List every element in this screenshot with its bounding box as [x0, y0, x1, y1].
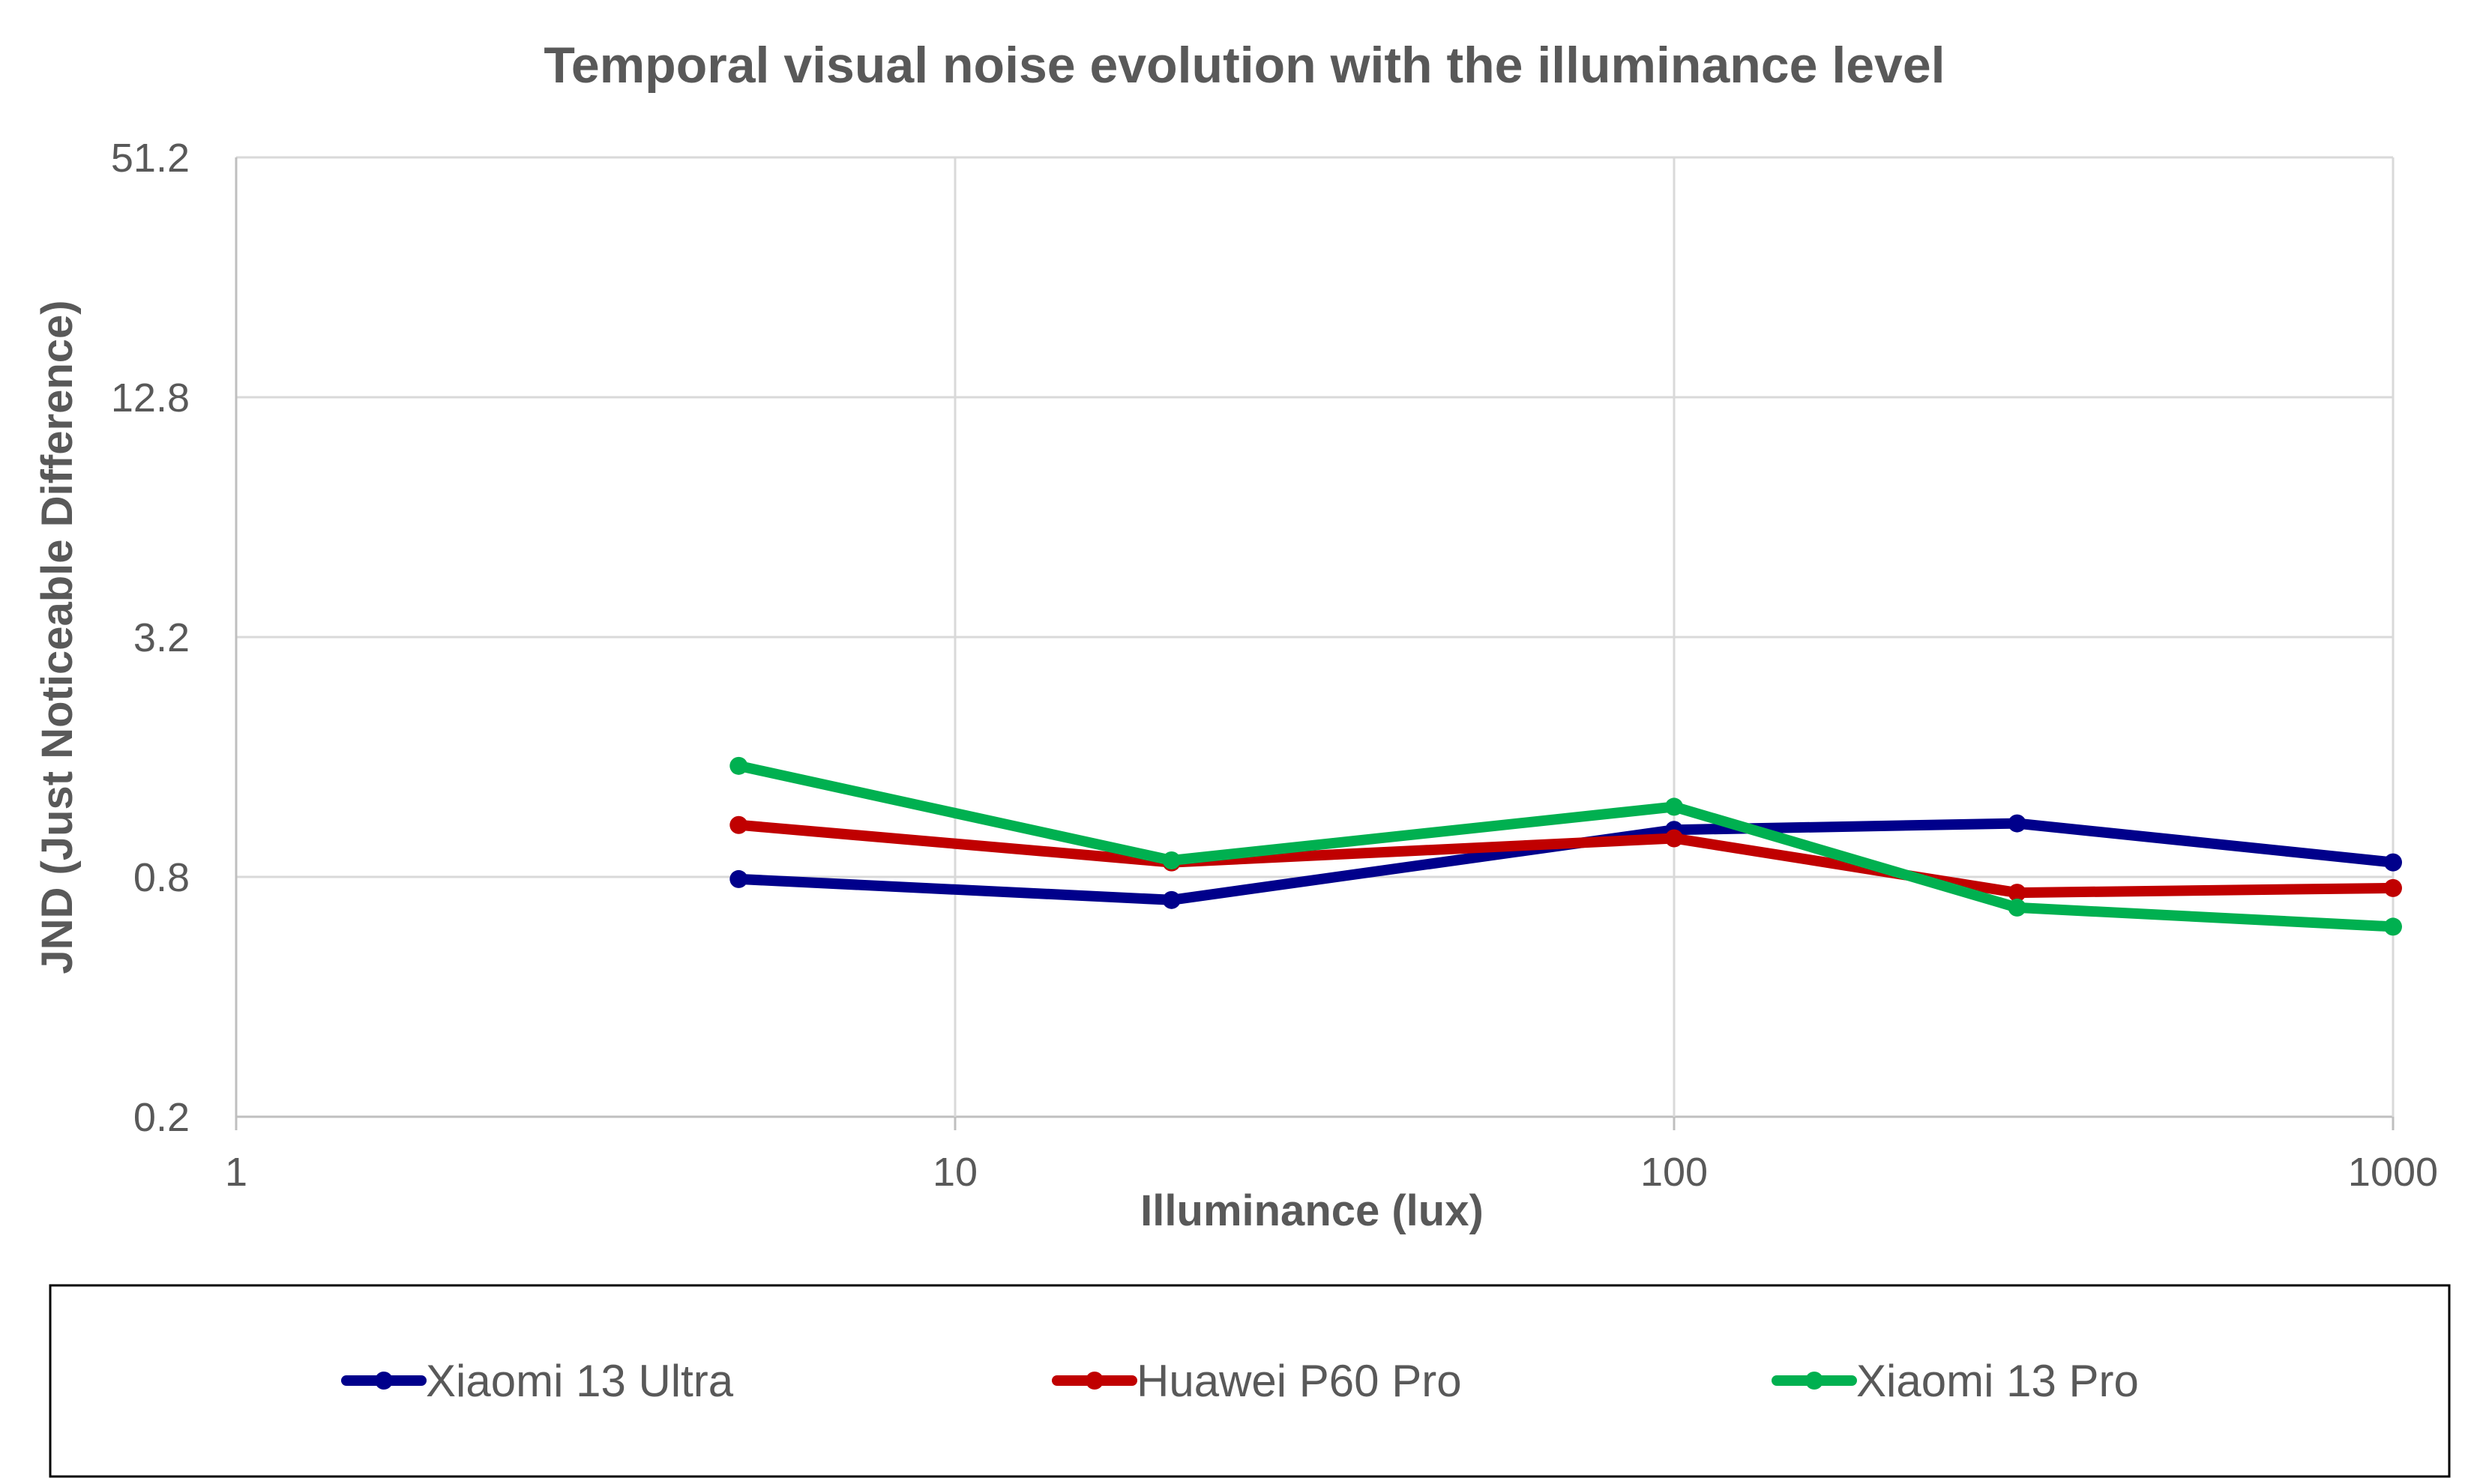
- data-point: [2008, 898, 2026, 917]
- data-point: [1162, 890, 1181, 909]
- data-point: [2384, 853, 2402, 872]
- x-tick-label: 100: [1640, 1150, 1708, 1195]
- y-tick-label: 51.2: [111, 136, 190, 181]
- legend-item: Xiaomi 13 Pro: [1772, 1356, 2139, 1406]
- chart-title: Temporal visual noise evolution with the…: [544, 37, 1945, 94]
- data-point: [1665, 829, 1683, 848]
- x-tick-label: 1000: [2348, 1150, 2438, 1195]
- data-point: [729, 756, 748, 775]
- data-point: [729, 815, 748, 834]
- x-tick-label: 1: [225, 1150, 247, 1195]
- data-point: [2384, 878, 2402, 897]
- series-3: [729, 756, 2402, 936]
- series-layer: [729, 756, 2402, 936]
- data-point: [1665, 797, 1683, 816]
- y-tick-label: 0.8: [133, 855, 190, 900]
- data-point: [1162, 851, 1181, 869]
- legend-label: Xiaomi 13 Pro: [1856, 1356, 2139, 1406]
- legend-item: Huawei P60 Pro: [1052, 1356, 1462, 1406]
- y-tick-label: 12.8: [111, 375, 190, 420]
- x-axis-title: Illuminance (lux): [1140, 1186, 1484, 1235]
- legend-swatch-marker: [1805, 1372, 1823, 1390]
- data-point: [2384, 917, 2402, 936]
- legend-item: Xiaomi 13 Ultra: [341, 1356, 734, 1406]
- gridlines: [235, 156, 2395, 1130]
- y-tick-label: 0.2: [133, 1095, 190, 1140]
- data-point: [2008, 814, 2026, 833]
- x-tick-label: 10: [933, 1150, 978, 1195]
- legend-label: Huawei P60 Pro: [1137, 1356, 1462, 1406]
- data-point: [2008, 884, 2026, 902]
- legend: Xiaomi 13 Ultra Huawei P60 Pro Xiaomi 13 P…: [341, 1356, 2139, 1406]
- legend-swatch-marker: [1086, 1372, 1104, 1390]
- y-tick-label: 3.2: [133, 615, 190, 660]
- legend-label: Xiaomi 13 Ultra: [426, 1356, 734, 1406]
- y-axis-title: JND (Just Noticeable Difference): [33, 300, 82, 974]
- tick-labels: 0.2 0.8 3.2 12.8 51.2 1 10 100 1000: [111, 136, 2438, 1195]
- legend-swatch-marker: [375, 1372, 393, 1390]
- data-point: [729, 869, 748, 888]
- legend-box: [49, 1284, 2451, 1478]
